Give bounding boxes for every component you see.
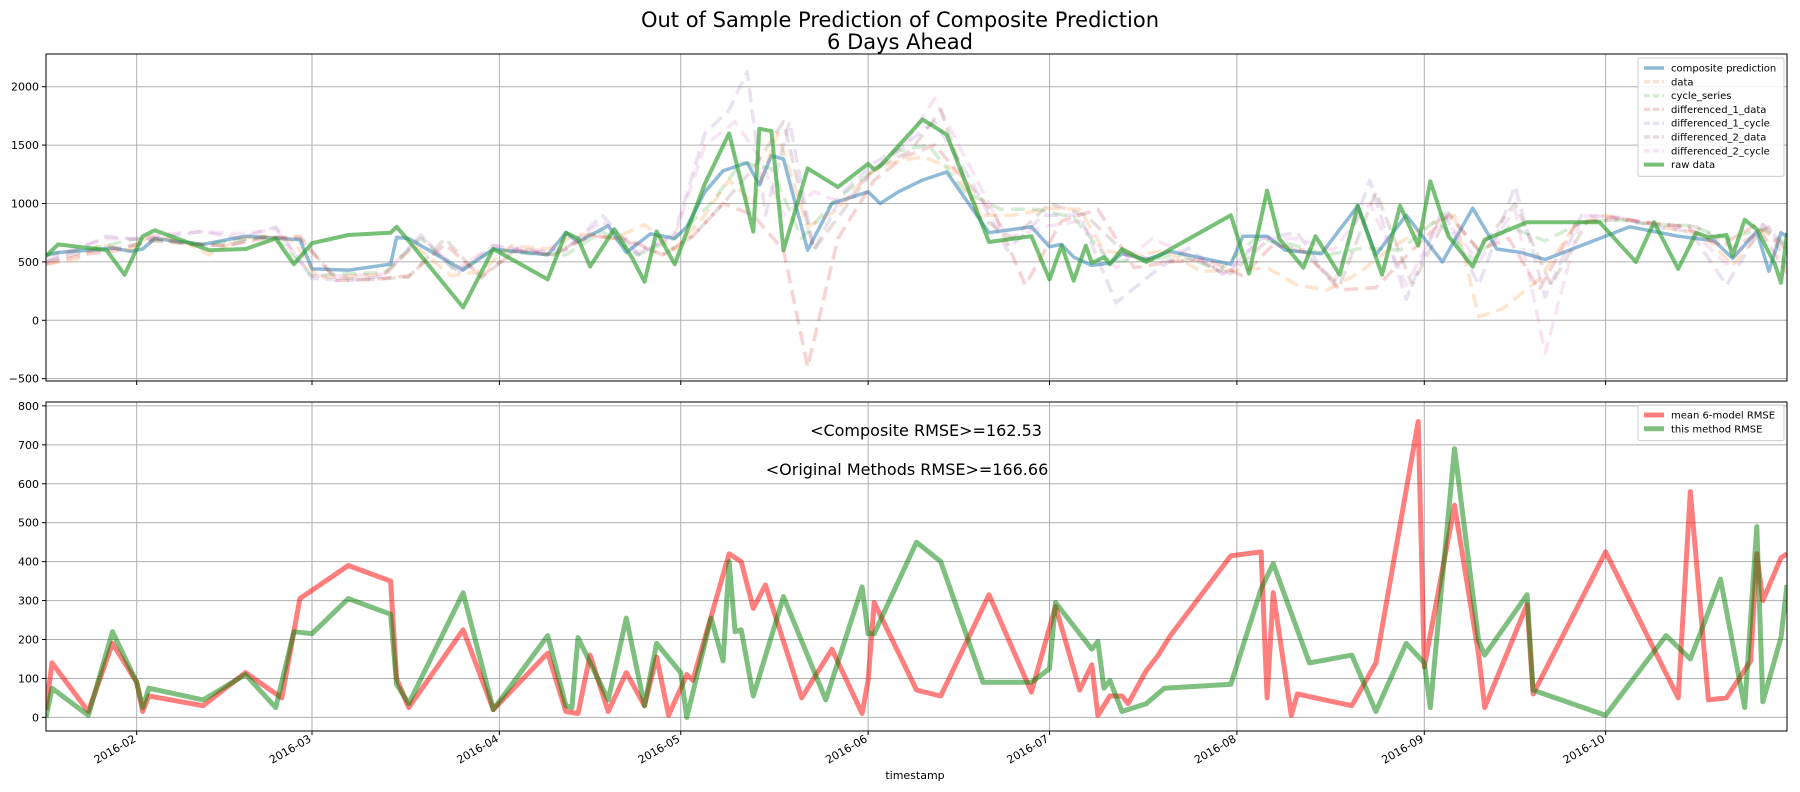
top-panel: −500 0 500 1000 1500 2000 composite predictio… [9,53,1788,386]
top-ytick-label-1: 0 [32,314,39,327]
original-methods-rmse-annotation: <Original Methods RMSE>=166.66 [766,460,1049,479]
bottom-legend-label-1: this method RMSE [1671,424,1762,435]
bottom-axes-frame [45,401,1788,732]
bottom-ytick-label-6: 600 [18,478,39,491]
bottom-legend-box [1637,404,1785,442]
bottom-ytick-label-7: 700 [18,439,39,452]
top-series-cycle-series [46,143,1787,278]
top-legend-label-6: differenced_2_cycle [1671,146,1770,157]
top-grid [46,54,1787,381]
top-legend-label-0: composite prediction [1671,64,1776,75]
bottom-ytick-label-5: 500 [18,517,39,530]
top-ytick-label-3: 1000 [11,197,39,210]
bottom-series-this-method-rmse [46,446,1787,720]
bottom-ytick-label-0: 0 [32,711,39,724]
bottom-y-axis: 0 100 200 300 400 500 600 700 800 [18,400,1607,735]
bottom-legend-label-0: mean 6-model RMSE [1671,411,1775,422]
top-series-differenced-2-data [46,108,1787,287]
top-legend-box [1637,57,1785,177]
top-legend-label-1: data [1671,77,1694,88]
top-series [46,69,1787,369]
bottom-ytick-label-8: 800 [18,400,39,413]
composite-rmse-annotation: <Composite RMSE>=162.53 [810,421,1042,440]
top-legend-label-2: cycle_series [1671,91,1731,102]
bottom-ytick-label-1: 100 [18,672,39,685]
bottom-ytick-label-4: 400 [18,556,39,569]
bottom-series [46,419,1787,720]
top-ytick-label-5: 2000 [11,81,39,94]
top-series-differenced-1-data [46,143,1787,369]
top-legend: composite prediction data cycle_seriesdiff… [1637,57,1785,177]
top-ytick-label-4: 1500 [11,139,39,152]
top-legend-label-3: differenced_1_data [1671,105,1766,116]
top-legend-label-4: differenced_1_cycle [1671,119,1770,130]
figure-title-line2: 6 Days Ahead [827,30,973,54]
top-ytick-label-2: 500 [18,256,39,269]
top-series-composite-prediction [46,153,1787,273]
bottom-legend: mean 6-model RMSE this method RMSE [1637,404,1785,442]
figure-title-line1: Out of Sample Prediction of Composite Pr… [641,8,1159,32]
top-series-data [46,131,1787,319]
top-y-axis: −500 0 500 1000 1500 2000 [9,81,1607,386]
top-ytick-label-0: −500 [9,373,39,386]
top-series-differenced-1-cycle [46,69,1787,305]
bottom-ytick-label-3: 300 [18,595,39,608]
top-legend-label-7: raw data [1671,160,1715,171]
top-series-raw-data [46,117,1787,310]
x-axis-label: timestamp [885,769,944,782]
top-axes-frame [45,53,1788,382]
bottom-ytick-label-2: 200 [18,634,39,647]
top-legend-label-5: differenced_2_data [1671,133,1766,144]
